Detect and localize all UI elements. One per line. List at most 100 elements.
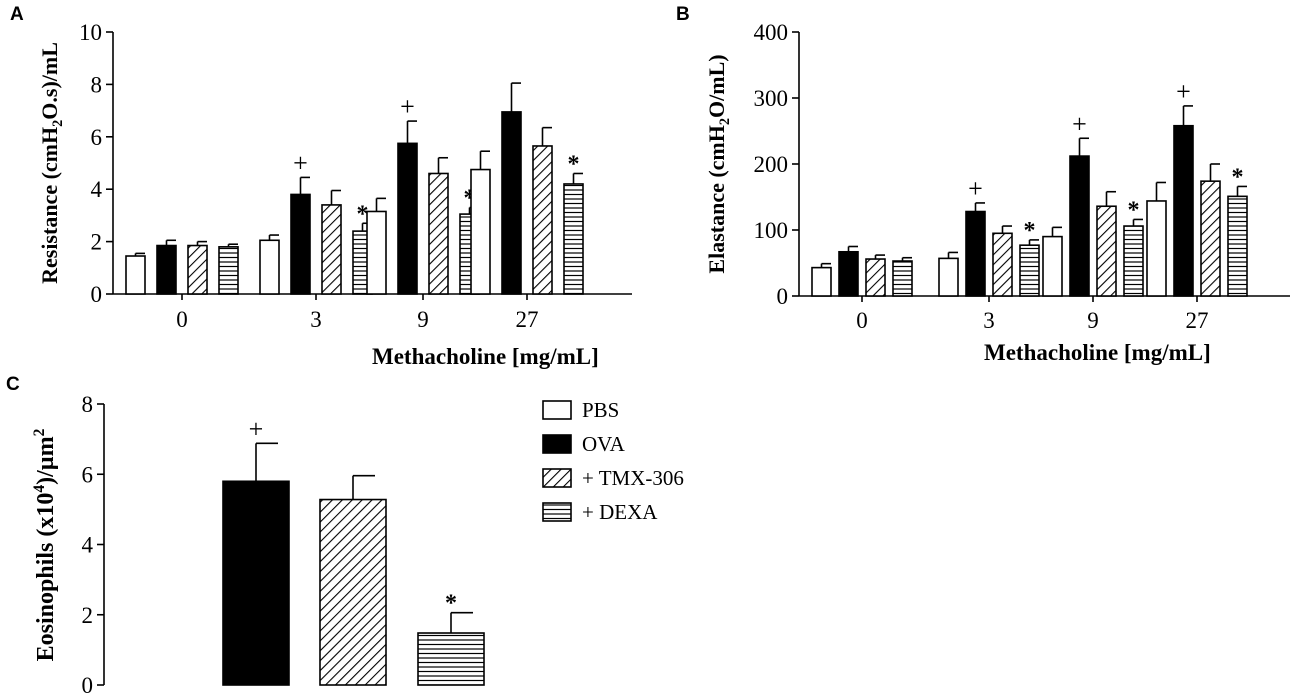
- bar-open: [1042, 235, 1063, 297]
- legend: PBS OVA + TMX-306 + DEXA: [542, 398, 684, 524]
- x-tick-label: 3: [310, 307, 322, 332]
- x-axis-label: Methacholine [mg/mL]: [372, 344, 599, 369]
- y-axis-label: Resistance (cmH2O.s)/mL: [37, 42, 66, 284]
- y-label-sup2: 2: [31, 428, 48, 436]
- panel-letter: C: [6, 374, 20, 395]
- y-axis-label: Eosinophils (x104)/µm2: [31, 428, 59, 661]
- bar-diag: [1200, 180, 1221, 297]
- y-tick-label: 4: [82, 533, 94, 558]
- y-tick-label: 6: [91, 125, 103, 150]
- bar-open: [811, 266, 832, 297]
- bar-diag: [992, 232, 1013, 297]
- y-label-sub: 2: [717, 118, 733, 125]
- legend-label: PBS: [582, 398, 619, 422]
- y-axis-label: Elastance (cmH2O/mL): [704, 54, 733, 273]
- star-annotation: *: [1024, 218, 1036, 244]
- y-tick-label: 0: [777, 284, 789, 309]
- bar-diag: [321, 204, 342, 295]
- bar-horiz: [1123, 225, 1144, 297]
- bar-diag: [187, 244, 208, 295]
- panel-letter: B: [676, 4, 690, 25]
- x-tick-label: 0: [176, 307, 188, 332]
- bar-solid: [156, 244, 177, 295]
- star-annotation: *: [445, 591, 457, 617]
- y-label-sup: 4: [31, 485, 48, 493]
- bar-solid: [397, 142, 418, 295]
- y-tick-label: 0: [91, 282, 103, 307]
- panel-b: B 0 100 200 300 400 Elastance (cmH2O/mL) 0 + * 3 + *…: [676, 4, 1290, 365]
- legend-swatch-diag: [542, 468, 572, 488]
- bar-diag: [1096, 205, 1117, 297]
- legend-label: OVA: [582, 432, 626, 456]
- bar-horiz: [892, 260, 913, 297]
- bar-solid: [838, 250, 859, 297]
- x-tick-label: 3: [983, 308, 995, 333]
- y-tick-label: 400: [754, 20, 789, 45]
- bar-solid: [501, 111, 522, 295]
- y-label-main: Elastance (cmH: [704, 125, 729, 273]
- y-tick-label: 300: [754, 86, 789, 111]
- legend-label: + DEXA: [582, 500, 658, 524]
- x-tick-label: 9: [1087, 308, 1099, 333]
- y-label-tail: O/mL): [704, 54, 729, 118]
- bar-open: [1146, 200, 1167, 297]
- legend-label: + TMX-306: [582, 466, 684, 490]
- y-tick-label: 4: [91, 177, 103, 202]
- legend-swatch-open: [542, 400, 572, 420]
- bar-open: [366, 210, 387, 295]
- bar-open: [259, 239, 280, 295]
- bar-solid: [222, 480, 290, 686]
- x-tick-label: 27: [1186, 308, 1209, 333]
- bar-open: [938, 257, 959, 297]
- legend-swatch-horiz: [542, 502, 572, 522]
- x-tick-label: 27: [516, 307, 539, 332]
- y-label-tail: )/µm: [33, 436, 59, 484]
- panel-letter: A: [10, 4, 24, 25]
- y-label-sub: 2: [50, 120, 66, 127]
- y-tick-label: 8: [91, 72, 103, 97]
- plus-annotation: +: [249, 414, 264, 443]
- bar-horiz: [218, 246, 239, 295]
- y-tick-label: 200: [754, 152, 789, 177]
- plus-annotation: +: [400, 92, 415, 121]
- bar-diag: [865, 258, 886, 297]
- plus-annotation: +: [293, 148, 308, 177]
- star-annotation: *: [568, 151, 580, 177]
- y-label-main: Eosinophils (x10: [33, 493, 59, 662]
- y-tick-label: 2: [91, 230, 103, 255]
- x-tick-label: 9: [417, 307, 429, 332]
- plus-annotation: +: [1072, 109, 1087, 138]
- y-tick-label: 6: [82, 462, 94, 487]
- bar-open: [125, 255, 146, 295]
- y-tick-label: 2: [82, 603, 94, 628]
- plus-annotation: +: [1176, 77, 1191, 106]
- bar-horiz: [563, 183, 584, 295]
- x-tick-label: 0: [856, 308, 868, 333]
- bar-solid: [1069, 155, 1090, 297]
- y-tick-label: 100: [754, 218, 789, 243]
- bar-open: [470, 168, 491, 295]
- star-annotation: *: [357, 201, 369, 227]
- bar-horiz: [417, 632, 485, 686]
- bar-solid: [1173, 124, 1194, 297]
- bar-solid: [965, 210, 986, 297]
- plus-annotation: +: [968, 174, 983, 203]
- bar-horiz: [1019, 244, 1040, 297]
- bar-solid: [290, 193, 311, 295]
- bar-diag: [428, 172, 449, 295]
- x-axis-label: Methacholine [mg/mL]: [984, 340, 1211, 365]
- bar-diag: [532, 145, 553, 295]
- legend-swatch-solid: [542, 434, 572, 454]
- y-tick-label: 0: [82, 673, 94, 695]
- star-annotation: *: [1128, 197, 1140, 223]
- y-label-main: Resistance (cmH: [37, 127, 62, 284]
- bar-horiz: [1227, 195, 1248, 297]
- y-tick-label: 8: [82, 392, 94, 417]
- y-label-tail: O.s)/mL: [37, 42, 62, 120]
- star-annotation: *: [1232, 164, 1244, 190]
- y-tick-label: 10: [79, 20, 102, 45]
